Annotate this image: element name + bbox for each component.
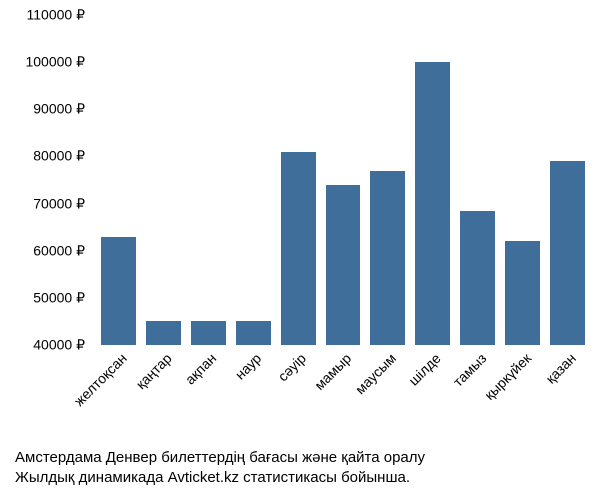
bar — [505, 241, 540, 345]
y-tick-label: 90000 ₽ — [33, 101, 85, 118]
bar — [326, 185, 361, 345]
bar — [101, 237, 136, 345]
chart-caption: Амстердама Денвер билеттердің бағасы жән… — [15, 448, 585, 489]
y-tick-label: 60000 ₽ — [33, 242, 85, 259]
x-tick: қазан — [550, 348, 585, 448]
x-tick: қаңтар — [146, 348, 181, 448]
bar — [460, 211, 495, 345]
y-tick-label: 50000 ₽ — [33, 289, 85, 306]
y-tick-label: 110000 ₽ — [27, 7, 85, 24]
plot-area — [95, 15, 585, 345]
x-tick-label: қазан — [542, 350, 579, 387]
x-tick-label: сәуір — [275, 350, 309, 384]
y-tick-label: 80000 ₽ — [33, 148, 85, 165]
bar — [415, 62, 450, 345]
x-tick: шілде — [415, 348, 450, 448]
bar — [191, 321, 226, 345]
x-tick-label: тамыз — [449, 350, 489, 390]
x-tick: мамыр — [326, 348, 361, 448]
bars-group — [95, 15, 585, 345]
caption-line-2: Жылдық динамикада Avticket.kz статистика… — [15, 468, 585, 488]
bar — [550, 161, 585, 345]
x-tick: маусым — [370, 348, 405, 448]
x-tick-label: ақпан — [182, 350, 219, 387]
y-tick-label: 100000 ₽ — [25, 54, 85, 71]
x-tick-label: желтоқсан — [71, 350, 130, 409]
x-axis: желтоқсанқаңтарақпаннаурсәуірмамырмаусым… — [95, 348, 585, 448]
y-tick-label: 40000 ₽ — [33, 337, 85, 354]
x-tick-label: мамыр — [311, 350, 354, 393]
x-tick: наур — [236, 348, 271, 448]
bar — [236, 321, 271, 345]
x-tick: ақпан — [191, 348, 226, 448]
bar — [281, 152, 316, 345]
caption-line-1: Амстердама Денвер билеттердің бағасы жән… — [15, 448, 585, 468]
x-tick: қыркүйек — [505, 348, 540, 448]
x-tick-label: наур — [232, 350, 265, 383]
bar — [370, 171, 405, 345]
x-tick-label: қаңтар — [133, 350, 175, 392]
bar — [146, 321, 181, 345]
x-tick-label: шілде — [406, 350, 445, 389]
x-tick: желтоқсан — [101, 348, 136, 448]
chart-container: 40000 ₽ 50000 ₽ 60000 ₽ 70000 ₽ 80000 ₽ 90000… — [0, 0, 600, 500]
y-tick-label: 70000 ₽ — [33, 195, 85, 212]
y-axis: 40000 ₽50000 ₽60000 ₽70000 ₽80000 ₽90000… — [0, 15, 90, 345]
x-tick: сәуір — [281, 348, 316, 448]
